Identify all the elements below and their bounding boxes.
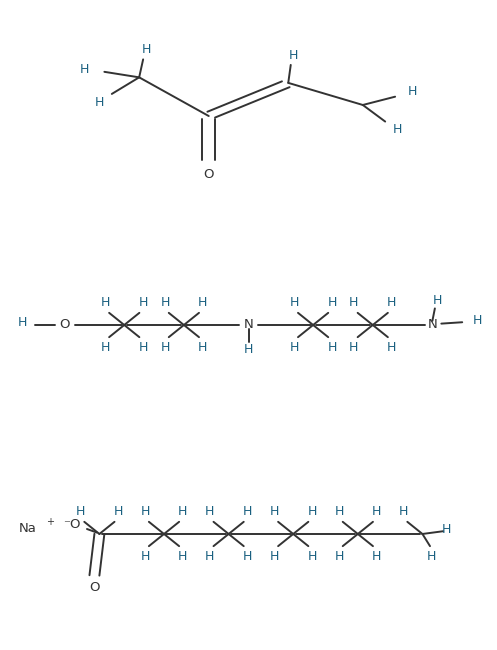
Text: H: H [334, 506, 343, 519]
Text: H: H [328, 296, 336, 309]
Text: H: H [161, 296, 169, 309]
Text: H: H [290, 341, 299, 354]
Text: H: H [141, 549, 150, 562]
Text: H: H [161, 341, 169, 354]
Text: H: H [101, 296, 110, 309]
Text: O: O [203, 168, 214, 181]
Text: H: H [141, 506, 150, 519]
Text: H: H [178, 506, 187, 519]
Text: H: H [408, 84, 417, 98]
Text: H: H [387, 341, 396, 354]
Text: H: H [139, 296, 148, 309]
Text: N: N [427, 318, 437, 332]
Text: H: H [328, 341, 336, 354]
Text: H: H [270, 549, 279, 562]
Text: H: H [393, 124, 402, 136]
Text: H: H [178, 549, 187, 562]
Text: O: O [59, 318, 70, 332]
Text: H: H [308, 549, 317, 562]
Text: H: H [308, 506, 317, 519]
Text: H: H [198, 341, 207, 354]
Text: H: H [18, 316, 27, 329]
Text: H: H [399, 506, 408, 519]
Text: H: H [244, 343, 253, 356]
Text: H: H [270, 506, 279, 519]
Text: H: H [101, 341, 110, 354]
Text: H: H [114, 506, 123, 519]
Text: H: H [387, 296, 396, 309]
Text: H: H [349, 341, 358, 354]
Text: O: O [89, 581, 100, 594]
Text: H: H [205, 506, 214, 519]
Text: H: H [80, 62, 89, 75]
Text: H: H [205, 549, 214, 562]
Text: H: H [139, 341, 148, 354]
Text: Na: Na [18, 522, 36, 535]
Text: H: H [243, 549, 252, 562]
Text: H: H [243, 506, 252, 519]
Text: H: H [142, 43, 151, 57]
Text: H: H [76, 506, 85, 519]
Text: H: H [349, 296, 358, 309]
Text: H: H [289, 49, 298, 62]
Text: H: H [198, 296, 207, 309]
Text: H: H [290, 296, 299, 309]
Text: H: H [427, 549, 436, 562]
Text: H: H [442, 523, 451, 536]
Text: H: H [372, 549, 381, 562]
Text: +: + [46, 517, 54, 526]
Text: H: H [473, 315, 482, 328]
Text: H: H [372, 506, 381, 519]
Text: ⁻O: ⁻O [63, 518, 81, 531]
Text: H: H [334, 549, 343, 562]
Text: H: H [95, 96, 104, 109]
Text: H: H [433, 294, 442, 307]
Text: N: N [244, 318, 253, 332]
